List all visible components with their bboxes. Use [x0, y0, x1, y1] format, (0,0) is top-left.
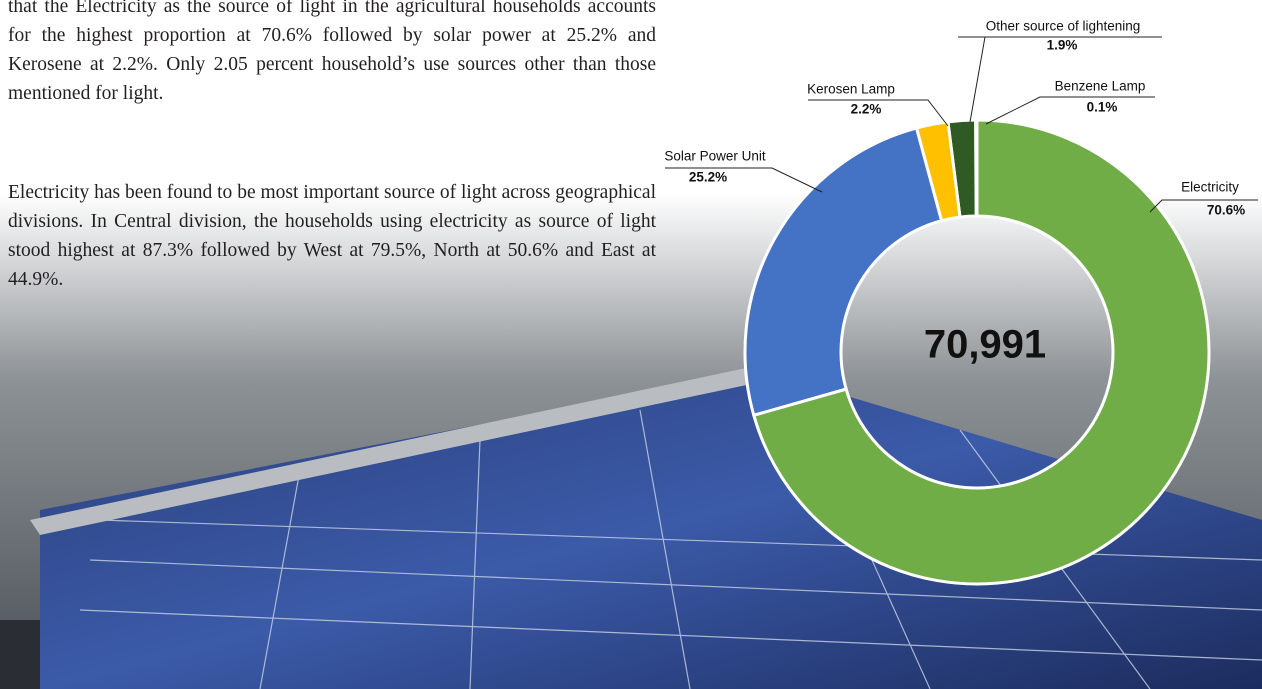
label-name: Kerosen Lamp: [807, 82, 895, 97]
label-value: 25.2%: [689, 170, 727, 185]
donut-segment: [743, 126, 944, 418]
leader-line: [808, 99, 949, 127]
paragraph: Electricity has been found to be most im…: [8, 182, 656, 290]
leader-line: [1149, 199, 1258, 213]
label-value: 2.2%: [851, 102, 882, 117]
label-value: 0.1%: [1087, 100, 1118, 115]
donut-segment: [914, 120, 962, 223]
leader-line: [985, 96, 1155, 125]
label-name: Electricity: [1181, 180, 1239, 195]
label-value: 70.6%: [1207, 203, 1245, 218]
label-name: Benzene Lamp: [1055, 79, 1146, 94]
label-name: Solar Power Unit: [664, 149, 766, 164]
label-name: Other source of lightening: [986, 19, 1141, 34]
donut-segment: [751, 118, 1211, 586]
paragraph: that the Electricity as the source of li…: [8, 0, 656, 104]
center-label: 70,991: [924, 323, 1046, 367]
label-value: 1.9%: [1047, 38, 1078, 53]
leader-line: [958, 36, 1162, 123]
leader-line: [665, 167, 823, 193]
